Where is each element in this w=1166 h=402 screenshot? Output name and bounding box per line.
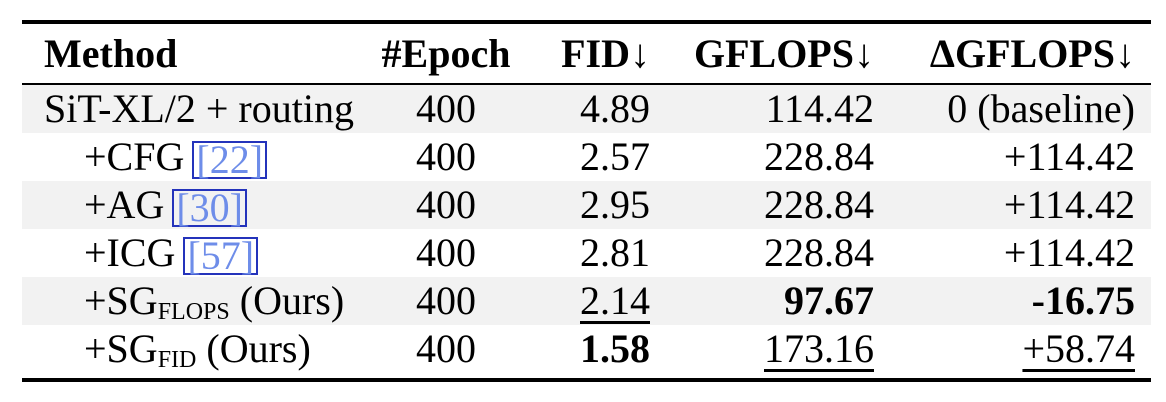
epoch-cell: 400 (416, 134, 476, 179)
method-name: +CFG (84, 134, 185, 179)
gflops-cell: 114.42 (650, 85, 874, 133)
method-cell: +CFG [22] (22, 133, 362, 181)
gflops-value: 228.84 (764, 230, 874, 275)
table-row: SiT-XL/2 + routing 400 4.89 114.42 0 (ba… (22, 85, 1151, 133)
delta-gflops-cell: +58.74 (874, 325, 1151, 384)
down-arrow-icon: ↓ (854, 31, 874, 76)
column-header-delta-gflops: ΔGFLOPS↓ (874, 24, 1151, 83)
column-header-gflops: GFLOPS↓ (650, 24, 874, 83)
method-name: +AG (84, 182, 165, 227)
method-name: SiT-XL/2 + routing (44, 86, 354, 131)
table-header-row: Method #Epoch FID↓ GFLOPS↓ ΔGFLOPS↓ (22, 24, 1151, 85)
table-row: +SGFID (Ours) 400 1.58 173.16 +58.74 (22, 325, 1151, 373)
gflops-value: 173.16 (764, 326, 874, 371)
method-cell: +AG [30] (22, 181, 362, 229)
delta-gflops-cell: 0 (baseline) (874, 85, 1151, 133)
epoch-cell: 400 (416, 230, 476, 275)
fid-value: 4.89 (580, 86, 650, 131)
method-subscript: FID (157, 347, 197, 373)
fid-cell: 1.58 (530, 325, 650, 384)
table-row: +SGFLOPS (Ours) 400 2.14 97.67 -16.75 (22, 277, 1151, 325)
delta-gflops-value: -16.75 (1031, 278, 1135, 323)
delta-gflops-value: +114.42 (1003, 230, 1135, 275)
fid-value: 2.14 (580, 278, 650, 323)
fid-value: 1.58 (580, 326, 650, 371)
header-delta-gflops-label: ΔGFLOPS (929, 31, 1115, 76)
column-header-fid: FID↓ (530, 24, 650, 83)
epoch-cell: 400 (416, 182, 476, 227)
down-arrow-icon: ↓ (1115, 31, 1135, 76)
header-gflops-label: GFLOPS (693, 31, 854, 76)
delta-gflops-cell: -16.75 (874, 277, 1151, 336)
results-table: Method #Epoch FID↓ GFLOPS↓ ΔGFLOPS↓ SiT-… (22, 20, 1151, 382)
gflops-value: 228.84 (764, 182, 874, 227)
fid-value: 2.57 (580, 134, 650, 179)
epoch-cell: 400 (416, 278, 476, 323)
table-row: +CFG [22] 400 2.57 228.84 +114.42 (22, 133, 1151, 181)
delta-gflops-cell: +114.42 (874, 229, 1151, 277)
gflops-cell: 228.84 (650, 181, 874, 229)
table-row: +AG [30] 400 2.95 228.84 +114.42 (22, 181, 1151, 229)
gflops-value: 228.84 (764, 134, 874, 179)
fid-cell: 2.57 (530, 133, 650, 181)
epoch-cell: 400 (416, 86, 476, 131)
fid-cell: 2.95 (530, 181, 650, 229)
method-name: +SG (84, 326, 158, 371)
method-subscript: FLOPS (157, 299, 230, 325)
gflops-cell: 97.67 (650, 277, 874, 336)
delta-gflops-value: +114.42 (1003, 134, 1135, 179)
fid-value: 2.81 (580, 230, 650, 275)
gflops-value: 114.42 (765, 86, 874, 131)
column-header-epoch: #Epoch (362, 24, 530, 83)
citation-link[interactable]: [30] (172, 188, 247, 228)
header-epoch-label: #Epoch (381, 31, 511, 76)
delta-gflops-value: 0 (baseline) (947, 86, 1135, 131)
method-cell: SiT-XL/2 + routing (22, 85, 362, 133)
fid-cell: 2.81 (530, 229, 650, 277)
delta-gflops-cell: +114.42 (874, 133, 1151, 181)
method-name: +ICG (84, 230, 176, 275)
delta-gflops-cell: +114.42 (874, 181, 1151, 229)
header-fid-label: FID (561, 31, 630, 76)
method-cell: +SGFLOPS (Ours) (22, 277, 362, 336)
gflops-value: 97.67 (784, 278, 874, 323)
method-suffix: (Ours) (229, 278, 345, 323)
epoch-cell: 400 (416, 326, 476, 371)
column-header-method: Method (22, 24, 362, 83)
citation-link[interactable]: [57] (183, 236, 259, 276)
gflops-cell: 228.84 (650, 229, 874, 277)
gflops-cell: 173.16 (650, 325, 874, 384)
table-row: +ICG [57] 400 2.81 228.84 +114.42 (22, 229, 1151, 277)
method-cell: +ICG [57] (22, 229, 362, 277)
gflops-cell: 228.84 (650, 133, 874, 181)
header-method-label: Method (44, 31, 178, 76)
fid-cell: 4.89 (530, 85, 650, 133)
delta-gflops-value: +58.74 (1022, 326, 1135, 371)
fid-cell: 2.14 (530, 277, 650, 336)
fid-value: 2.95 (580, 182, 650, 227)
method-name: +SG (84, 278, 158, 323)
down-arrow-icon: ↓ (630, 31, 650, 76)
method-cell: +SGFID (Ours) (22, 325, 362, 384)
citation-link[interactable]: [22] (192, 140, 268, 180)
delta-gflops-value: +114.42 (1003, 182, 1135, 227)
method-suffix: (Ours) (196, 326, 311, 371)
